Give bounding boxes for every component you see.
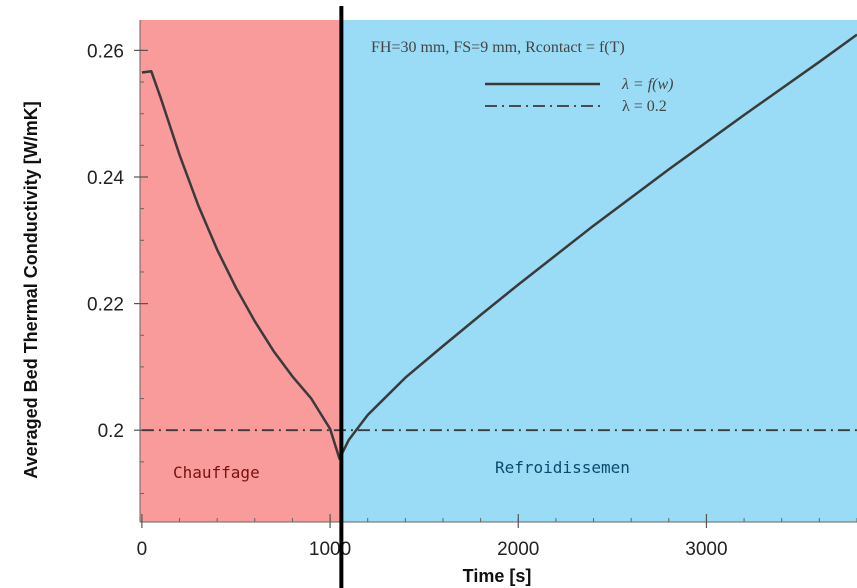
x-tick-label: 2000 [497, 539, 539, 560]
legend: FH=30 mm, FS=9 mm, Rcontact = f(T) λ = f… [371, 39, 674, 115]
region-refroidissement [341, 20, 857, 522]
y-tick-label: 0.24 [87, 168, 124, 189]
x-tick-label: 3000 [685, 539, 727, 560]
y-tick-label: 0.22 [87, 295, 124, 316]
y-tick-label: 0.26 [87, 41, 124, 62]
legend-label-series-1: λ = f(w) [621, 76, 674, 93]
legend-title: FH=30 mm, FS=9 mm, Rcontact = f(T) [371, 39, 625, 56]
region-label-refroidissement: Refroidissemen [495, 458, 630, 477]
series-group [141, 33, 857, 460]
y-axis-title: Averaged Bed Thermal Conductivity [W/mK] [21, 101, 41, 478]
x-tick-label: 1000 [309, 539, 351, 560]
series-line-lambda-fw [141, 33, 857, 460]
background-regions [140, 20, 857, 522]
legend-label-series-2: λ = 0.2 [622, 98, 667, 115]
region-label-chauffage: Chauffage [173, 463, 260, 482]
x-axis-title: Time [s] [463, 566, 532, 586]
x-tick-label: 0 [137, 539, 148, 560]
region-chauffage [140, 20, 342, 522]
y-tick-label: 0.2 [98, 421, 124, 442]
